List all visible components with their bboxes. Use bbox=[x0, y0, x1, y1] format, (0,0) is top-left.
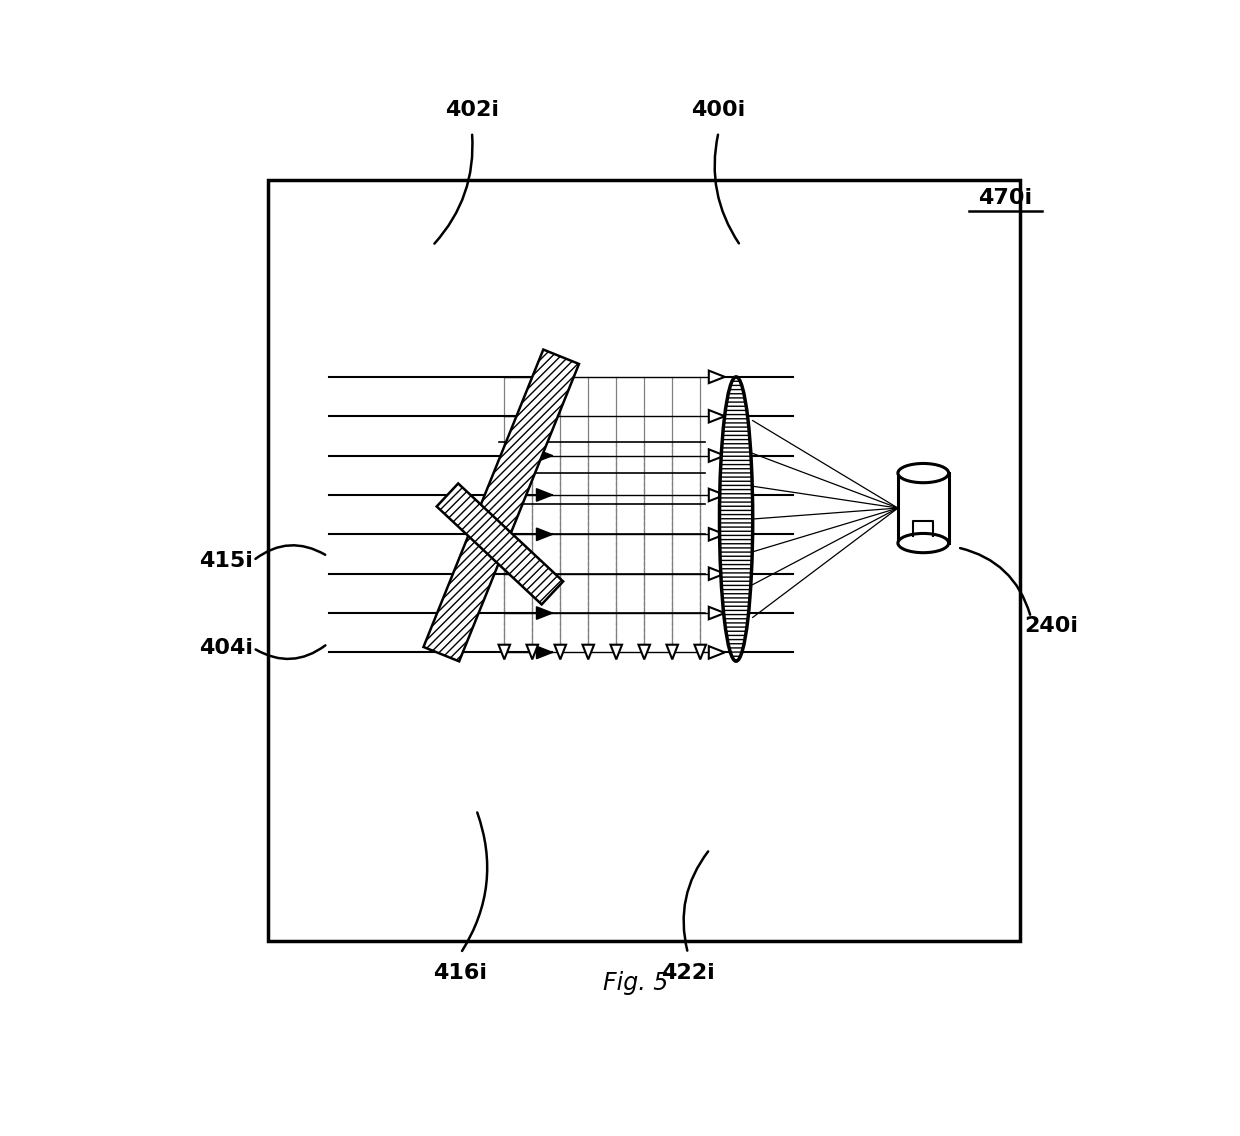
Polygon shape bbox=[537, 646, 552, 659]
Polygon shape bbox=[583, 645, 594, 659]
Polygon shape bbox=[709, 410, 724, 423]
Polygon shape bbox=[424, 350, 579, 661]
Polygon shape bbox=[709, 488, 724, 501]
Polygon shape bbox=[709, 607, 724, 619]
Text: 415i: 415i bbox=[200, 551, 253, 570]
Text: 240i: 240i bbox=[1024, 616, 1078, 636]
Polygon shape bbox=[537, 450, 552, 462]
Polygon shape bbox=[554, 645, 565, 659]
Polygon shape bbox=[537, 410, 552, 423]
Polygon shape bbox=[709, 528, 724, 541]
Polygon shape bbox=[527, 645, 538, 659]
Polygon shape bbox=[498, 645, 510, 659]
Polygon shape bbox=[610, 645, 622, 659]
Text: 416i: 416i bbox=[434, 963, 487, 984]
Text: 404i: 404i bbox=[200, 638, 253, 658]
Polygon shape bbox=[709, 450, 724, 462]
Text: 402i: 402i bbox=[445, 100, 498, 120]
Polygon shape bbox=[537, 488, 552, 501]
Polygon shape bbox=[537, 607, 552, 619]
Bar bbox=[898, 473, 949, 543]
Ellipse shape bbox=[719, 377, 753, 661]
Ellipse shape bbox=[898, 463, 949, 483]
Polygon shape bbox=[666, 645, 678, 659]
Ellipse shape bbox=[898, 534, 949, 553]
Text: 422i: 422i bbox=[661, 963, 714, 984]
Text: Fig. 5: Fig. 5 bbox=[603, 971, 668, 995]
Polygon shape bbox=[709, 646, 724, 659]
Polygon shape bbox=[709, 567, 724, 580]
Polygon shape bbox=[537, 370, 552, 383]
Polygon shape bbox=[639, 645, 650, 659]
Text: 470i: 470i bbox=[978, 189, 1033, 208]
Text: 400i: 400i bbox=[692, 100, 745, 120]
Polygon shape bbox=[709, 370, 724, 383]
Polygon shape bbox=[694, 645, 706, 659]
Polygon shape bbox=[537, 567, 552, 580]
Polygon shape bbox=[436, 484, 563, 604]
Bar bbox=[268, 179, 1021, 941]
Polygon shape bbox=[537, 528, 552, 541]
